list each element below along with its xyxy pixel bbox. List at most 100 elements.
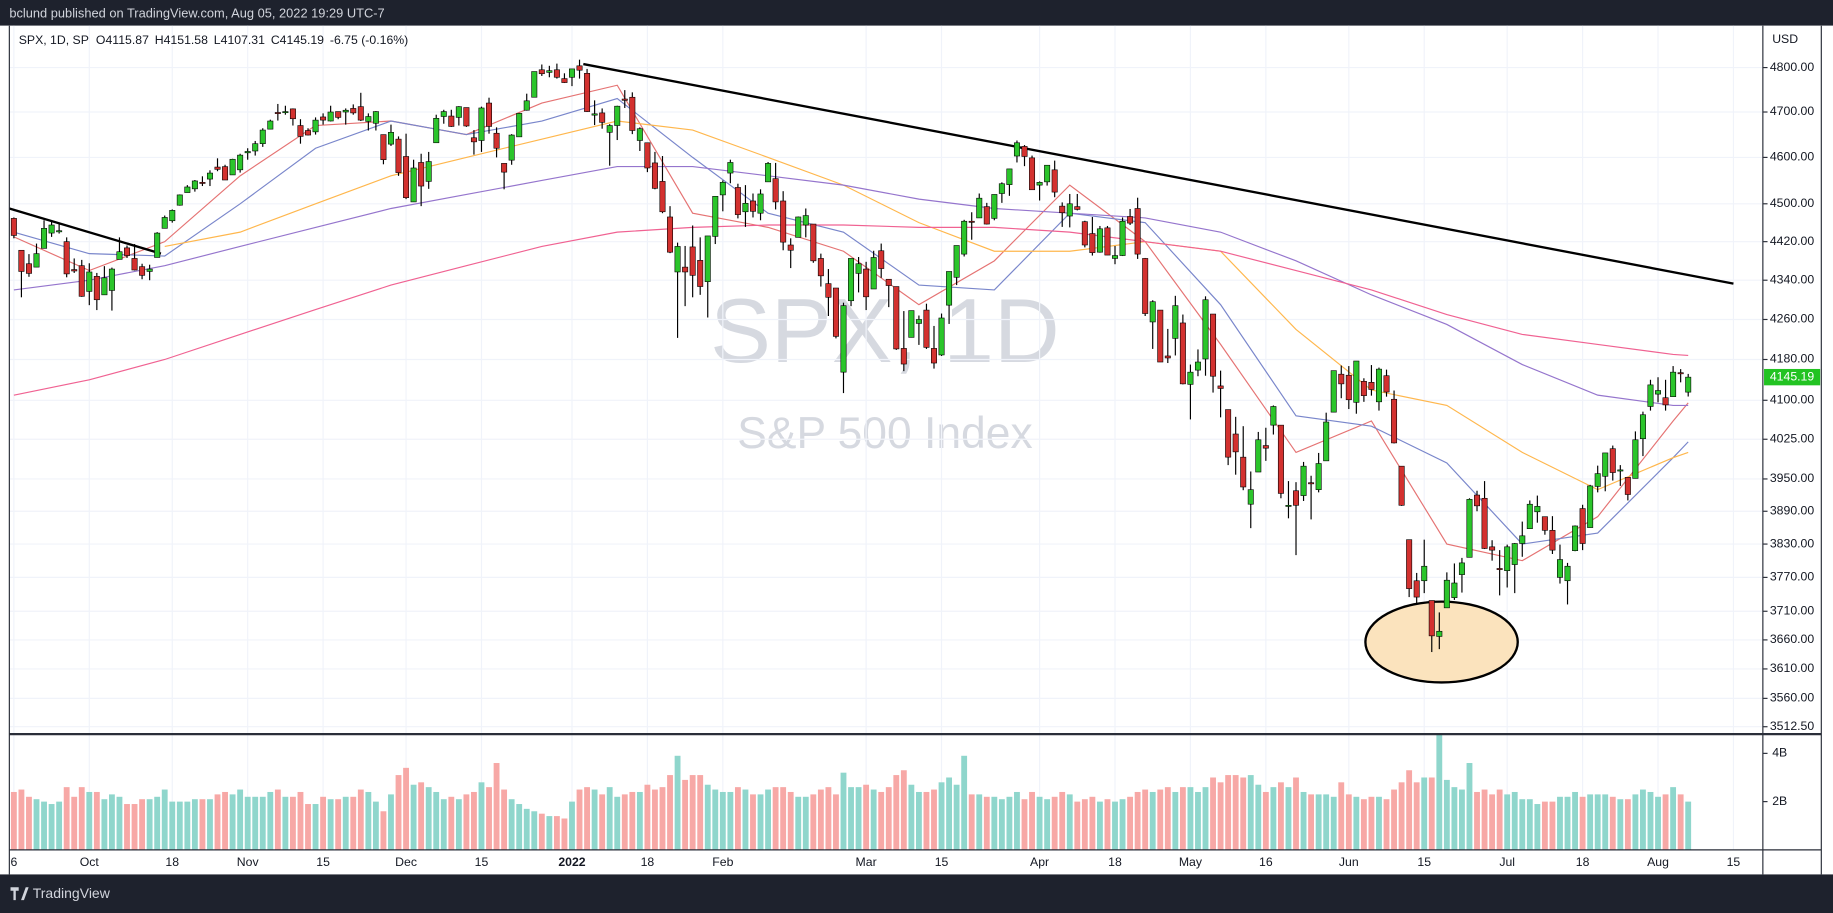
volume-bar	[93, 791, 100, 850]
footer-logo	[10, 887, 29, 901]
candle-body	[342, 109, 349, 113]
candle-body	[1428, 600, 1435, 637]
candle-body	[10, 218, 17, 236]
volume-bar	[1278, 782, 1284, 850]
candle-body	[636, 128, 643, 141]
volume-bar	[1459, 789, 1465, 850]
candle-body	[1217, 385, 1224, 389]
y-tick-label: 3660.00	[1770, 632, 1815, 646]
candle-body	[282, 111, 289, 114]
candle-body	[335, 111, 342, 118]
volume-bar	[817, 789, 824, 850]
volume-bar	[1413, 782, 1420, 850]
volume-bar	[1338, 782, 1345, 850]
candle-body	[1066, 203, 1073, 217]
candle-body	[848, 258, 855, 302]
candle-body	[810, 223, 817, 262]
candle-body	[584, 73, 591, 112]
candle-body	[1685, 376, 1692, 393]
candle-body	[802, 215, 809, 226]
volume-bar	[1436, 734, 1443, 850]
candle-body	[1315, 463, 1322, 490]
candle-body	[1300, 465, 1307, 496]
candle-body	[493, 132, 500, 149]
volume-bar	[433, 791, 440, 850]
volume-bar	[855, 787, 862, 850]
candle-body	[327, 111, 334, 122]
moving-average	[13, 224, 1689, 396]
candle-body	[855, 263, 862, 274]
candle-body	[1157, 309, 1164, 363]
volume-bar	[727, 791, 734, 850]
volume-bar	[968, 794, 975, 850]
volume-bar	[1014, 791, 1020, 850]
candle-body	[1481, 497, 1488, 549]
candle-body	[1044, 164, 1051, 183]
candle-body	[1436, 630, 1443, 637]
volume-bar	[923, 791, 930, 850]
candle-body	[48, 224, 55, 234]
volume-bar	[1036, 796, 1043, 850]
candle-body	[516, 113, 523, 138]
candle-body	[1194, 361, 1201, 371]
candle-body	[651, 162, 658, 189]
candle-body	[1670, 371, 1677, 397]
volume-bar	[1655, 796, 1661, 850]
trend-line	[583, 62, 1734, 285]
legend-change: -6.75 (-0.16%)	[330, 33, 408, 47]
candle-body	[1572, 525, 1579, 551]
volume-bar	[546, 816, 553, 850]
volume-bar	[403, 767, 409, 850]
candle-body	[1059, 205, 1066, 214]
volume-bar	[320, 796, 327, 850]
candle-body	[1081, 221, 1088, 246]
volume-bar	[772, 787, 779, 850]
volume-bar	[327, 799, 334, 850]
volume-bar	[388, 794, 394, 850]
candle-body	[33, 253, 40, 268]
candle-body	[727, 162, 734, 174]
volume-bar	[282, 796, 289, 850]
volume-bar	[885, 787, 892, 850]
publisher-header: bclund published on TradingView.com, Aug…	[9, 5, 384, 20]
volume-bar	[380, 811, 387, 850]
volume-bar	[146, 799, 153, 850]
candle-body	[425, 161, 432, 182]
volume-bar	[523, 808, 530, 850]
candle-body	[659, 181, 666, 213]
candle-body	[1021, 146, 1028, 157]
candle-body	[772, 178, 779, 203]
volume-bar	[1051, 796, 1058, 850]
candle-body	[757, 193, 764, 214]
x-tick-label: 15	[316, 855, 330, 869]
candle-body	[252, 143, 259, 152]
volume-bar	[1624, 799, 1631, 850]
volume-bar	[561, 818, 568, 850]
candle-body	[1617, 469, 1624, 472]
candle-body	[553, 69, 560, 78]
volume-bar	[659, 787, 666, 850]
candle-body	[1345, 374, 1352, 401]
volume-bar	[1428, 777, 1435, 850]
volume-bar	[169, 801, 176, 850]
candle-body	[832, 287, 839, 337]
candle-body	[169, 210, 176, 222]
volume-bar	[124, 804, 130, 850]
x-tick-label: 6	[10, 855, 17, 869]
candle-body	[18, 249, 25, 272]
x-tick-label: May	[1179, 855, 1203, 869]
volume-bar	[757, 794, 764, 850]
candle-body	[71, 269, 78, 272]
volume-bar	[1323, 794, 1330, 850]
candle-body	[357, 106, 364, 121]
volume-bar	[1526, 799, 1533, 850]
candle-body	[387, 132, 394, 145]
candle-body	[1458, 562, 1465, 575]
volume-bar	[697, 775, 704, 850]
volume-bar	[1149, 791, 1156, 850]
candle-body	[1164, 355, 1171, 359]
volume-bar	[425, 787, 432, 850]
x-tick-label: Jun	[1339, 855, 1359, 869]
volume-bar	[614, 796, 621, 850]
